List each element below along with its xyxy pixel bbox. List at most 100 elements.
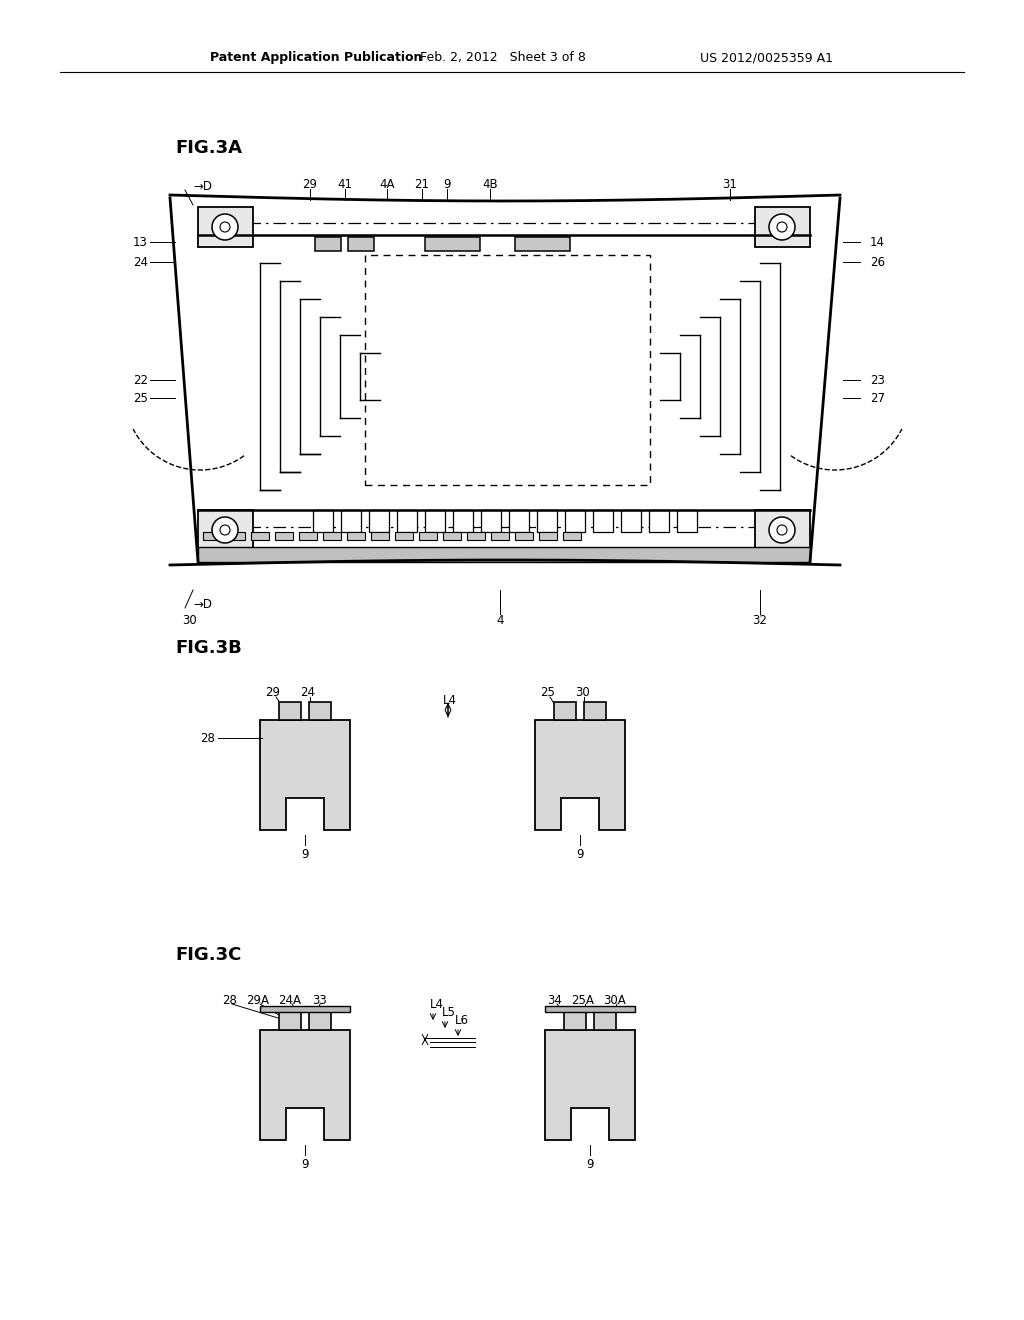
Bar	[227, 532, 245, 540]
Bar	[313, 510, 333, 532]
Bar	[198, 207, 253, 247]
Text: 21: 21	[415, 177, 429, 190]
Text: 4A: 4A	[379, 177, 394, 190]
Polygon shape	[260, 1030, 350, 1140]
Bar	[453, 510, 473, 532]
Bar	[260, 1006, 350, 1012]
Bar	[425, 238, 480, 251]
Text: 24A: 24A	[279, 994, 301, 1006]
Text: 13: 13	[133, 235, 148, 248]
Text: Patent Application Publication: Patent Application Publication	[210, 51, 422, 65]
Circle shape	[777, 222, 787, 232]
Bar	[425, 510, 445, 532]
Circle shape	[777, 525, 787, 535]
Text: L4: L4	[430, 998, 444, 1011]
Text: 9: 9	[443, 177, 451, 190]
Bar	[395, 532, 413, 540]
Text: Feb. 2, 2012   Sheet 3 of 8: Feb. 2, 2012 Sheet 3 of 8	[420, 51, 586, 65]
Bar	[565, 510, 585, 532]
Bar	[677, 510, 697, 532]
Circle shape	[212, 214, 238, 240]
Bar	[443, 532, 461, 540]
Bar	[481, 510, 501, 532]
Text: 29A: 29A	[247, 994, 269, 1006]
Text: 29: 29	[265, 686, 281, 700]
Bar	[275, 532, 293, 540]
Bar	[755, 510, 810, 550]
Bar	[198, 546, 810, 562]
Text: 33: 33	[312, 994, 328, 1006]
Bar	[397, 510, 417, 532]
Bar	[371, 532, 389, 540]
Circle shape	[220, 222, 230, 232]
Bar	[279, 702, 301, 719]
Text: 14: 14	[870, 235, 885, 248]
Bar	[419, 532, 437, 540]
Bar	[365, 255, 650, 484]
Text: L6: L6	[455, 1015, 469, 1027]
Text: FIG.3C: FIG.3C	[175, 946, 242, 964]
Text: 29: 29	[302, 177, 317, 190]
Polygon shape	[535, 719, 625, 830]
Bar	[467, 532, 485, 540]
Text: 41: 41	[338, 177, 352, 190]
Text: 24: 24	[300, 686, 315, 700]
Bar	[515, 532, 534, 540]
Bar	[515, 238, 570, 251]
Text: 32: 32	[753, 614, 767, 627]
Bar	[539, 532, 557, 540]
Text: 9: 9	[301, 849, 309, 862]
Text: 23: 23	[870, 374, 885, 387]
Text: 4B: 4B	[482, 177, 498, 190]
Bar	[309, 1012, 331, 1030]
Bar	[203, 532, 221, 540]
Circle shape	[220, 525, 230, 535]
Text: 9: 9	[577, 849, 584, 862]
Text: 22: 22	[133, 374, 148, 387]
Circle shape	[769, 517, 795, 543]
Text: 30: 30	[575, 686, 591, 700]
Text: →D: →D	[193, 181, 212, 194]
Text: 26: 26	[870, 256, 885, 268]
Polygon shape	[260, 719, 350, 830]
Bar	[755, 207, 810, 247]
Bar	[490, 532, 509, 540]
Text: 9: 9	[587, 1159, 594, 1172]
Text: 30: 30	[182, 614, 198, 627]
Text: L4: L4	[443, 693, 457, 706]
Circle shape	[212, 517, 238, 543]
Bar	[315, 238, 341, 251]
Bar	[564, 1012, 586, 1030]
Text: 4: 4	[497, 614, 504, 627]
Bar	[348, 238, 374, 251]
Text: L5: L5	[442, 1006, 456, 1019]
Bar	[594, 1012, 616, 1030]
Text: 28: 28	[200, 731, 215, 744]
Text: US 2012/0025359 A1: US 2012/0025359 A1	[700, 51, 833, 65]
Bar	[563, 532, 581, 540]
Bar	[299, 532, 317, 540]
Text: 27: 27	[870, 392, 885, 404]
Bar	[309, 702, 331, 719]
Text: FIG.3A: FIG.3A	[175, 139, 242, 157]
Bar	[545, 1006, 635, 1012]
Text: 9: 9	[301, 1159, 309, 1172]
Bar	[593, 510, 613, 532]
Text: 25A: 25A	[571, 994, 595, 1006]
Text: 24: 24	[133, 256, 148, 268]
Polygon shape	[545, 1030, 635, 1140]
Bar	[341, 510, 361, 532]
Bar	[554, 702, 575, 719]
Text: 34: 34	[548, 994, 562, 1006]
Bar	[323, 532, 341, 540]
Text: 25: 25	[133, 392, 148, 404]
Text: 31: 31	[723, 177, 737, 190]
Bar	[369, 510, 389, 532]
Text: 28: 28	[222, 994, 238, 1006]
Bar	[198, 510, 253, 550]
Bar	[251, 532, 269, 540]
Bar	[347, 532, 365, 540]
Text: 25: 25	[541, 686, 555, 700]
Bar	[509, 510, 529, 532]
Text: FIG.3B: FIG.3B	[175, 639, 242, 657]
